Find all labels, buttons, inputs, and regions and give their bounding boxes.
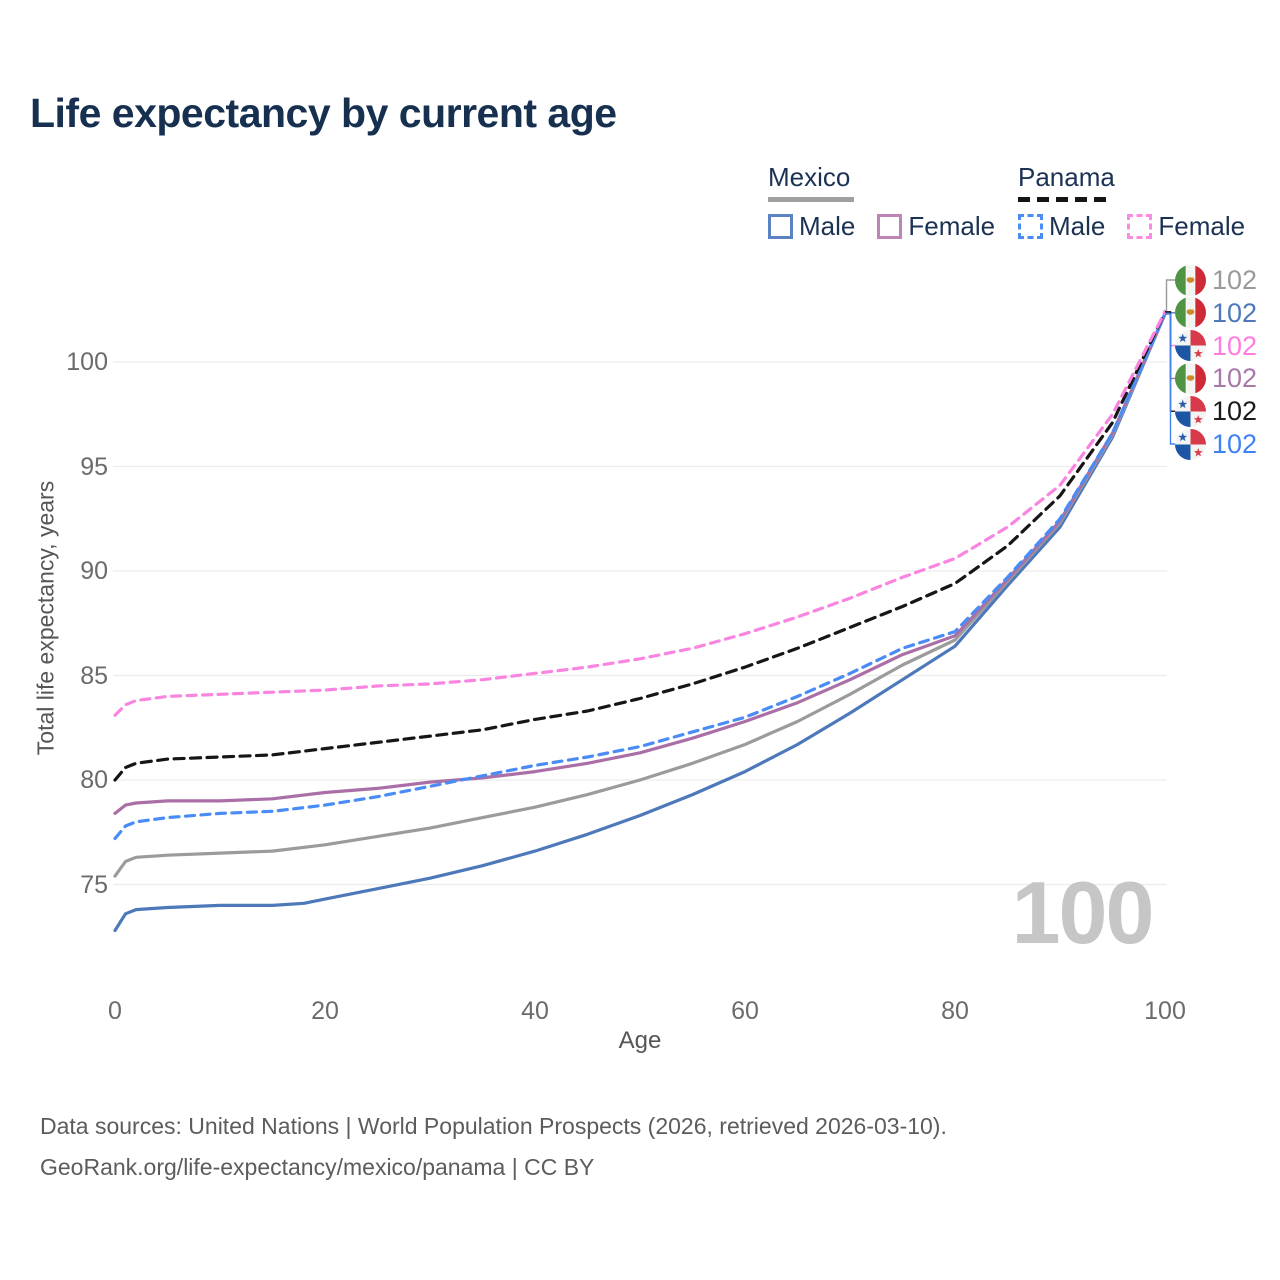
x-tick-label: 20 bbox=[311, 997, 339, 1025]
end-label-connector-panama-male bbox=[1165, 313, 1176, 445]
end-label-mexico-both: 102 bbox=[1175, 264, 1257, 296]
panama-flag-icon bbox=[1175, 395, 1206, 427]
x-tick-label: 80 bbox=[941, 997, 969, 1025]
series-line-panama-female[interactable] bbox=[113, 310, 1167, 717]
series-line-mexico-male[interactable] bbox=[113, 312, 1167, 933]
x-tick-label: 40 bbox=[521, 997, 549, 1025]
end-label-value: 102 bbox=[1212, 297, 1258, 328]
series-line-panama-male[interactable] bbox=[113, 312, 1167, 841]
y-tick-label: 75 bbox=[80, 870, 108, 899]
y-tick-label: 100 bbox=[66, 348, 108, 376]
legend-line-sample-panama bbox=[1018, 197, 1110, 202]
legend-group-panama: Panama Male Female bbox=[1018, 162, 1245, 242]
legend-label-panama-male: Male bbox=[1049, 211, 1106, 241]
y-tick-label: 95 bbox=[80, 452, 108, 481]
series-line-panama-both[interactable] bbox=[113, 310, 1167, 782]
series-line-mexico-both[interactable] bbox=[113, 312, 1167, 878]
end-label-panama-both: 102 bbox=[1175, 395, 1257, 427]
y-tick-label: 80 bbox=[80, 766, 108, 794]
panama-flag-icon bbox=[1175, 428, 1206, 460]
legend-header-panama[interactable]: Panama bbox=[1018, 162, 1115, 192]
legend-item-panama-female[interactable]: Female bbox=[1127, 211, 1245, 242]
data-source-footer: Data sources: United Nations | World Pop… bbox=[40, 1106, 947, 1188]
legend-swatch-panama-male bbox=[1018, 214, 1043, 239]
legend-label-panama-female: Female bbox=[1158, 211, 1246, 241]
legend-line-sample-mexico bbox=[768, 197, 854, 202]
legend-label-mexico-female: Female bbox=[908, 211, 996, 241]
legend-swatch-panama-female bbox=[1127, 214, 1153, 239]
mexico-flag-icon bbox=[1175, 264, 1206, 296]
y-axis-title: Total life expectancy, years bbox=[32, 480, 59, 756]
end-label-value: 102 bbox=[1212, 396, 1258, 427]
y-tick-label: 90 bbox=[80, 557, 108, 585]
page-title: Life expectancy by current age bbox=[30, 90, 617, 136]
end-label-value: 102 bbox=[1212, 330, 1258, 361]
legend-item-mexico-male[interactable]: Male bbox=[768, 211, 855, 242]
end-label-value: 102 bbox=[1212, 429, 1258, 459]
end-label-value: 102 bbox=[1212, 265, 1258, 295]
end-label-value: 102 bbox=[1212, 363, 1258, 394]
y-tick-label: 85 bbox=[80, 661, 108, 690]
x-axis-title: Age bbox=[618, 1027, 662, 1054]
legend-item-mexico-female[interactable]: Female bbox=[877, 211, 995, 242]
footer-sources-line: Data sources: United Nations | World Pop… bbox=[40, 1113, 947, 1139]
legend-swatch-mexico-male bbox=[768, 214, 793, 239]
x-tick-label: 0 bbox=[108, 997, 122, 1025]
legend-label-mexico-male: Male bbox=[799, 211, 856, 241]
end-label-panama-male: 102 bbox=[1175, 428, 1257, 460]
end-label-panama-female: 102 bbox=[1175, 330, 1257, 362]
x-tick-label: 60 bbox=[731, 997, 759, 1025]
legend-header-mexico[interactable]: Mexico bbox=[768, 162, 851, 192]
legend-item-panama-male[interactable]: Male bbox=[1018, 211, 1105, 242]
end-label-mexico-male: 102 bbox=[1175, 297, 1257, 329]
series-line-mexico-female[interactable] bbox=[113, 312, 1167, 815]
hover-age-indicator: 100 bbox=[1011, 863, 1155, 962]
legend-group-mexico: Mexico Male Female bbox=[768, 162, 995, 242]
mexico-flag-icon bbox=[1175, 362, 1206, 394]
footer-url-line: GeoRank.org/life-expectancy/mexico/panam… bbox=[40, 1154, 595, 1180]
mexico-flag-icon bbox=[1175, 297, 1206, 329]
panama-flag-icon bbox=[1175, 330, 1206, 362]
end-label-mexico-female: 102 bbox=[1175, 362, 1257, 394]
x-tick-label: 100 bbox=[1144, 997, 1186, 1025]
legend-swatch-mexico-female bbox=[877, 214, 903, 239]
